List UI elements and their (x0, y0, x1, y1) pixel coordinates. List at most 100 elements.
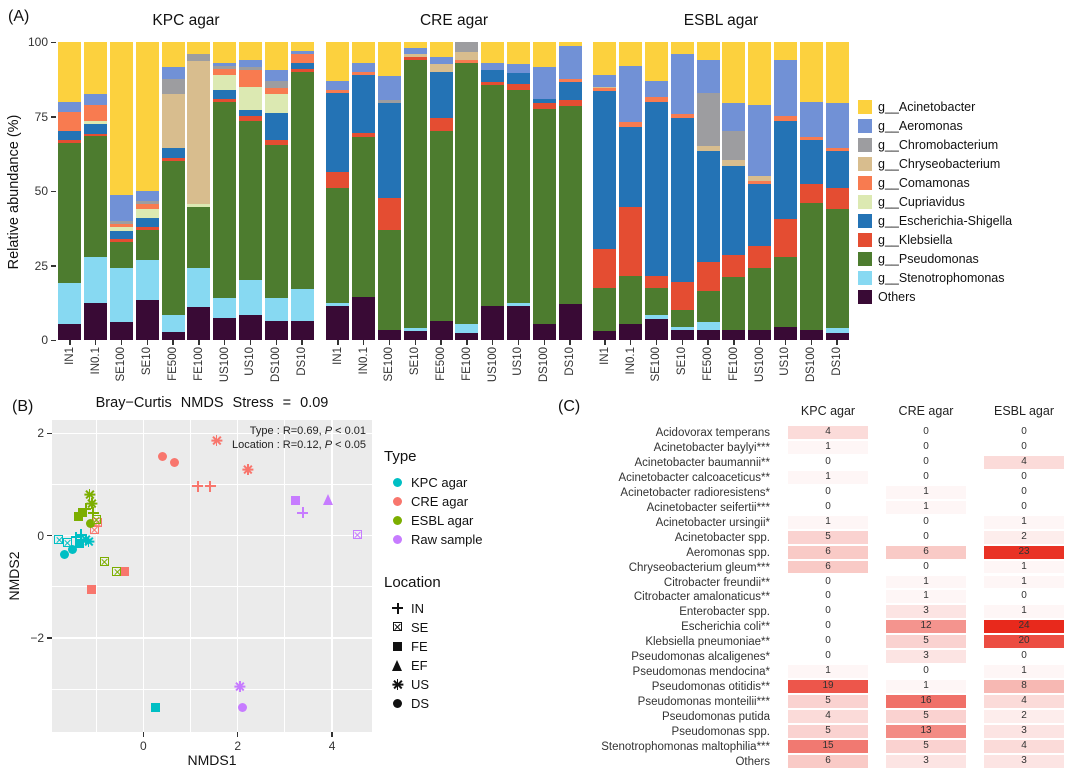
stacked-bar-cre-us10 (507, 42, 530, 340)
stacked-bar-esbl-in0.1 (619, 42, 643, 340)
heatmap-cell: 1 (886, 485, 966, 499)
bar-segment (799, 140, 823, 184)
bar-segment (722, 329, 746, 340)
x-tick-label: US10 (512, 347, 525, 376)
bar-segment (558, 42, 582, 47)
grid-major-v (142, 420, 145, 732)
heatmap-row-label: Chryseobacterium gleum*** (628, 561, 770, 574)
bar-segment (239, 67, 262, 71)
x-tick-label-slot: DS10 (824, 347, 850, 395)
legend-label: g__Aeromonas (878, 118, 963, 133)
x-tick-label-slot: DS100 (531, 347, 557, 395)
heatmap-cell: 0 (825, 650, 831, 662)
x-tick-label: US10 (779, 347, 792, 376)
stacked-bar-kpc-us10 (239, 42, 262, 340)
location-legend-item: SE (392, 618, 428, 636)
heatmap-row-label: Acinetobacter calcoaceticus** (618, 471, 771, 484)
heatmap-row-label: Acinetobacter baylyi*** (653, 441, 770, 454)
heatmap-cell: 1 (886, 500, 966, 514)
y-tick-mark (51, 116, 56, 118)
bar-segment (264, 88, 288, 95)
bar-segment (593, 287, 617, 331)
bar-segment (799, 101, 823, 138)
bar-segment (645, 287, 668, 315)
legend-label: g__Comamonas (878, 175, 970, 190)
bar-segment (645, 97, 668, 102)
nmds-point-kpc-agar (70, 531, 82, 543)
bar-segment (748, 329, 772, 340)
heatmap-row-label: Pseudomonas alcaligenes* (631, 651, 770, 664)
heatmap-row-label: Enterobacter spp. (679, 606, 770, 619)
circle-marker-icon (392, 698, 403, 709)
heatmap-cell: 0 (825, 635, 831, 647)
x-tick-label-slot: FE500 (428, 347, 454, 395)
bar-segment (161, 161, 185, 315)
bar-segment (84, 302, 108, 340)
bar-segment (481, 62, 505, 71)
nmds-point-raw-sample (297, 507, 309, 519)
bar-segment (187, 61, 211, 205)
bar-segment (558, 82, 582, 101)
bar-segment (825, 328, 849, 333)
bar-segment (187, 53, 211, 62)
bar-segment (58, 112, 82, 132)
bar-segment (213, 42, 237, 63)
bar-segment (239, 110, 262, 117)
bar-segment (722, 255, 746, 278)
bar-segment (825, 42, 849, 104)
bar-segment (135, 204, 159, 209)
x-tick-label-slot: US10 (238, 347, 264, 395)
bar-segment (670, 329, 694, 340)
x-tick-label: SE10 (409, 347, 422, 376)
y-tick-mark (51, 190, 56, 192)
legend-swatch-icon (858, 156, 872, 171)
nmds-point-cre-agar (157, 451, 168, 462)
legend-label: g__Escherichia-Shigella (878, 213, 1013, 228)
heatmap-cell: 2 (984, 710, 1064, 723)
heatmap-cell: 1 (788, 470, 868, 484)
heatmap-row-label: Pseudomonas putida (661, 711, 770, 724)
bar-segment (84, 123, 108, 135)
x-tick-mark (331, 732, 333, 737)
bar-segment (429, 64, 453, 72)
bar-segment (213, 317, 237, 340)
stacked-bar-esbl-ds100 (799, 42, 823, 340)
bar-segment (326, 305, 350, 340)
bar-segment (722, 131, 746, 160)
x-tick-mark (172, 340, 174, 345)
bar-segment (187, 42, 211, 54)
y-tick-mark (51, 339, 56, 341)
heatmap-cell: 4 (788, 710, 868, 723)
bar-segment (352, 74, 376, 133)
legend-swatch-icon (858, 270, 872, 285)
bar-segment (774, 120, 797, 220)
x-tick-mark (784, 340, 787, 345)
x-tick-label: FE500 (702, 347, 715, 381)
bar-segment (593, 331, 617, 340)
x-tick-mark (223, 340, 226, 345)
bar-segment (326, 92, 350, 172)
bar-segment (670, 113, 694, 118)
heatmap-cell: 23 (984, 545, 1064, 559)
nmds-point-kpc-agar (59, 549, 70, 560)
bar-segment (532, 323, 556, 340)
bar-segment (110, 195, 133, 221)
heatmap-cell: 0 (1021, 650, 1027, 662)
bar-segment (455, 62, 479, 324)
x-tick-label-slot: SE100 (644, 347, 670, 395)
grid-minor-h (52, 688, 372, 690)
heatmap-cell: 1 (984, 605, 1064, 619)
bar-segment (799, 137, 823, 141)
heatmap-column-header: ESBL agar (994, 404, 1054, 418)
stacked-bar-kpc-fe100 (187, 42, 211, 340)
legend-item: g__Comamonas (858, 173, 1012, 192)
bar-segment (619, 275, 643, 324)
x-tick-label-slot: SE10 (134, 347, 160, 395)
grid-major-h (52, 637, 372, 639)
heatmap-row-label: Pseudomonas otitidis** (651, 681, 770, 694)
heatmap-column-header: CRE agar (898, 404, 954, 418)
heatmap-cell: 5 (886, 635, 966, 649)
facet-title: KPC agar (152, 12, 220, 29)
heatmap-cell: 6 (788, 545, 868, 559)
x-tick-mark (249, 340, 252, 345)
